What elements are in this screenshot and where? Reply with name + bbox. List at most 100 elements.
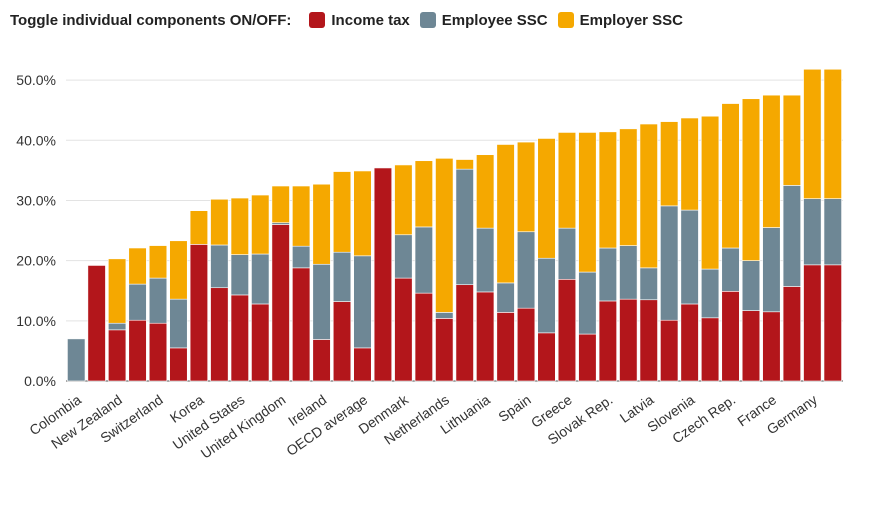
bar-employer-ssc [353,170,372,257]
bar-income-tax [210,287,229,382]
bar-employee-ssc [557,227,577,280]
bar-employee-ssc [516,231,536,309]
bar-income-tax [128,319,147,382]
bar-employer-ssc [803,68,822,199]
bar-employee-ssc [537,257,556,334]
bar-income-tax [332,301,352,382]
bar-employee-ssc [414,226,433,294]
y-tick-label: 0.0% [24,373,56,389]
bar-income-tax [700,317,720,382]
bar-income-tax [741,310,761,382]
y-tick-label: 30.0% [16,192,56,208]
bar-employee-ssc [619,245,638,300]
bar-employer-ssc [148,245,168,279]
bar-employer-ssc [108,258,127,324]
y-tick-label: 10.0% [16,313,56,329]
bar-employee-ssc [598,247,617,302]
legend-item-income-tax[interactable]: Income tax [309,11,410,29]
bar-income-tax [435,318,454,382]
bar-employee-ssc [823,198,842,266]
bar-income-tax [230,294,249,382]
bar-employee-ssc [108,322,127,331]
legend-swatch [309,12,326,28]
bar-employee-ssc [67,338,86,382]
bar-employer-ssc [435,158,454,313]
bar-employer-ssc [782,94,801,186]
bar-income-tax [619,298,638,382]
legend-swatch [557,12,574,28]
bar-employee-ssc [700,268,720,319]
bar-income-tax [762,311,781,382]
bar-employer-ssc [332,171,352,253]
bar-employer-ssc [455,159,474,170]
bar-income-tax [148,322,168,382]
bar-employee-ssc [741,260,761,311]
legend-label: Income tax [331,11,410,29]
y-tick-label: 50.0% [16,72,56,88]
bar-employee-ssc [803,198,822,266]
bar-employer-ssc [476,154,495,229]
bar-employer-ssc [189,210,209,245]
bar-employee-ssc [435,312,454,319]
bar-income-tax [189,244,209,382]
bar-employee-ssc [639,267,658,301]
bar-income-tax [353,347,372,382]
bar-employer-ssc [700,115,720,270]
bar-income-tax [251,303,270,382]
bar-income-tax [537,332,556,382]
legend-label: Employer SSC [579,11,684,29]
bar-income-tax [782,286,801,382]
bar-employer-ssc [762,94,781,228]
bar-employee-ssc [762,227,781,313]
bar-income-tax [639,299,658,382]
bar-employer-ssc [210,198,229,246]
bar-income-tax [803,264,822,382]
bar-employer-ssc [230,197,249,255]
bar-employer-ssc [516,141,536,233]
bar-employer-ssc [394,164,413,236]
bar-employee-ssc [782,185,801,287]
bar-employer-ssc [557,132,577,229]
bar-income-tax [578,333,597,382]
bar-income-tax [476,291,495,382]
bar-income-tax [394,277,413,382]
bar-income-tax [823,264,842,382]
bar-income-tax [108,329,127,382]
bar-employee-ssc [210,244,229,289]
bar-employee-ssc [476,227,495,293]
bar-employer-ssc [169,240,188,300]
bar-employee-ssc [721,247,740,292]
bar-income-tax [292,267,311,382]
bar-employer-ssc [578,132,597,273]
bar-income-tax [312,339,331,382]
bar-employee-ssc [148,277,168,324]
bar-income-tax [557,278,577,382]
bar-employer-ssc [537,138,556,259]
legend-item-employer-ssc[interactable]: Employer SSC [557,11,684,29]
bar-income-tax [414,292,433,382]
y-tick-label: 20.0% [16,253,56,269]
bar-employee-ssc [251,253,270,305]
bar-employee-ssc [312,263,331,340]
legend: Toggle individual components ON/OFF: Inc… [10,8,693,32]
bar-income-tax [271,224,290,382]
legend-item-employee-ssc[interactable]: Employee SSC [419,11,548,29]
bar-employee-ssc [680,209,699,305]
bar-income-tax [680,303,699,382]
bar-employee-ssc [455,168,474,286]
legend-title: Toggle individual components ON/OFF: [10,11,292,29]
bar-employer-ssc [271,185,290,224]
bar-income-tax [373,167,393,382]
bar-employee-ssc [496,282,515,313]
bar-income-tax [455,284,474,382]
legend-label: Employee SSC [441,11,548,29]
y-tick-label: 40.0% [16,132,56,148]
bar-employer-ssc [639,123,658,269]
bar-employer-ssc [292,185,311,247]
bar-employer-ssc [312,183,331,265]
bar-employee-ssc [230,254,249,296]
bar-employee-ssc [394,234,413,279]
bar-employer-ssc [496,144,515,284]
bar-employer-ssc [128,247,147,285]
